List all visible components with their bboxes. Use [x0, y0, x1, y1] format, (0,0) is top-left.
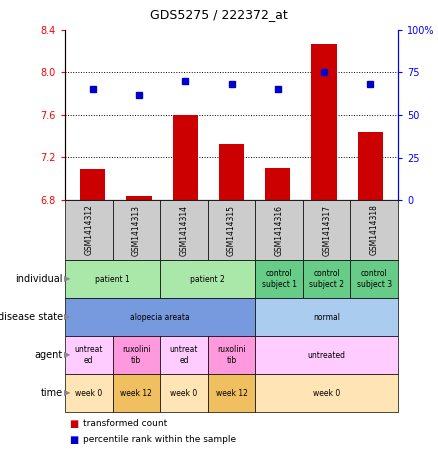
Text: untreat
ed: untreat ed: [170, 345, 198, 365]
Text: GSM1414317: GSM1414317: [322, 204, 331, 255]
Text: ▶: ▶: [64, 313, 70, 322]
Text: percentile rank within the sample: percentile rank within the sample: [82, 435, 236, 444]
Text: week 0: week 0: [75, 389, 102, 397]
Text: week 0: week 0: [313, 389, 340, 397]
Text: GSM1414314: GSM1414314: [180, 204, 188, 255]
Text: individual: individual: [15, 274, 63, 284]
Bar: [126, 196, 152, 200]
Text: ruxolini
tib: ruxolini tib: [217, 345, 246, 365]
Text: GSM1414316: GSM1414316: [275, 204, 283, 255]
Text: ■: ■: [69, 419, 79, 429]
Text: patient 1: patient 1: [95, 275, 130, 284]
Text: ▶: ▶: [64, 389, 70, 397]
Bar: [357, 132, 383, 200]
Text: control
subject 1: control subject 1: [261, 269, 297, 289]
Bar: [265, 168, 290, 200]
Text: disease state: disease state: [0, 312, 63, 322]
Text: untreated: untreated: [307, 351, 346, 360]
Bar: [80, 169, 106, 200]
Text: GSM1414315: GSM1414315: [227, 204, 236, 255]
Text: GSM1414312: GSM1414312: [84, 205, 93, 255]
Text: ▶: ▶: [64, 351, 70, 360]
Text: GSM1414318: GSM1414318: [370, 205, 379, 255]
Text: normal: normal: [313, 313, 340, 322]
Text: control
subject 3: control subject 3: [357, 269, 392, 289]
Text: control
subject 2: control subject 2: [309, 269, 344, 289]
Text: week 0: week 0: [170, 389, 198, 397]
Text: GSM1414313: GSM1414313: [132, 204, 141, 255]
Text: ▶: ▶: [64, 275, 70, 284]
Text: GDS5275 / 222372_at: GDS5275 / 222372_at: [150, 8, 288, 21]
Text: week 12: week 12: [215, 389, 247, 397]
Text: agent: agent: [35, 350, 63, 360]
Bar: [311, 44, 337, 200]
Text: transformed count: transformed count: [82, 419, 167, 429]
Text: week 12: week 12: [120, 389, 152, 397]
Text: alopecia areata: alopecia areata: [130, 313, 190, 322]
Bar: [219, 144, 244, 200]
Text: ■: ■: [69, 435, 79, 445]
Bar: [173, 115, 198, 200]
Text: patient 2: patient 2: [191, 275, 225, 284]
Text: time: time: [41, 388, 63, 398]
Text: untreat
ed: untreat ed: [74, 345, 103, 365]
Text: ruxolini
tib: ruxolini tib: [122, 345, 151, 365]
